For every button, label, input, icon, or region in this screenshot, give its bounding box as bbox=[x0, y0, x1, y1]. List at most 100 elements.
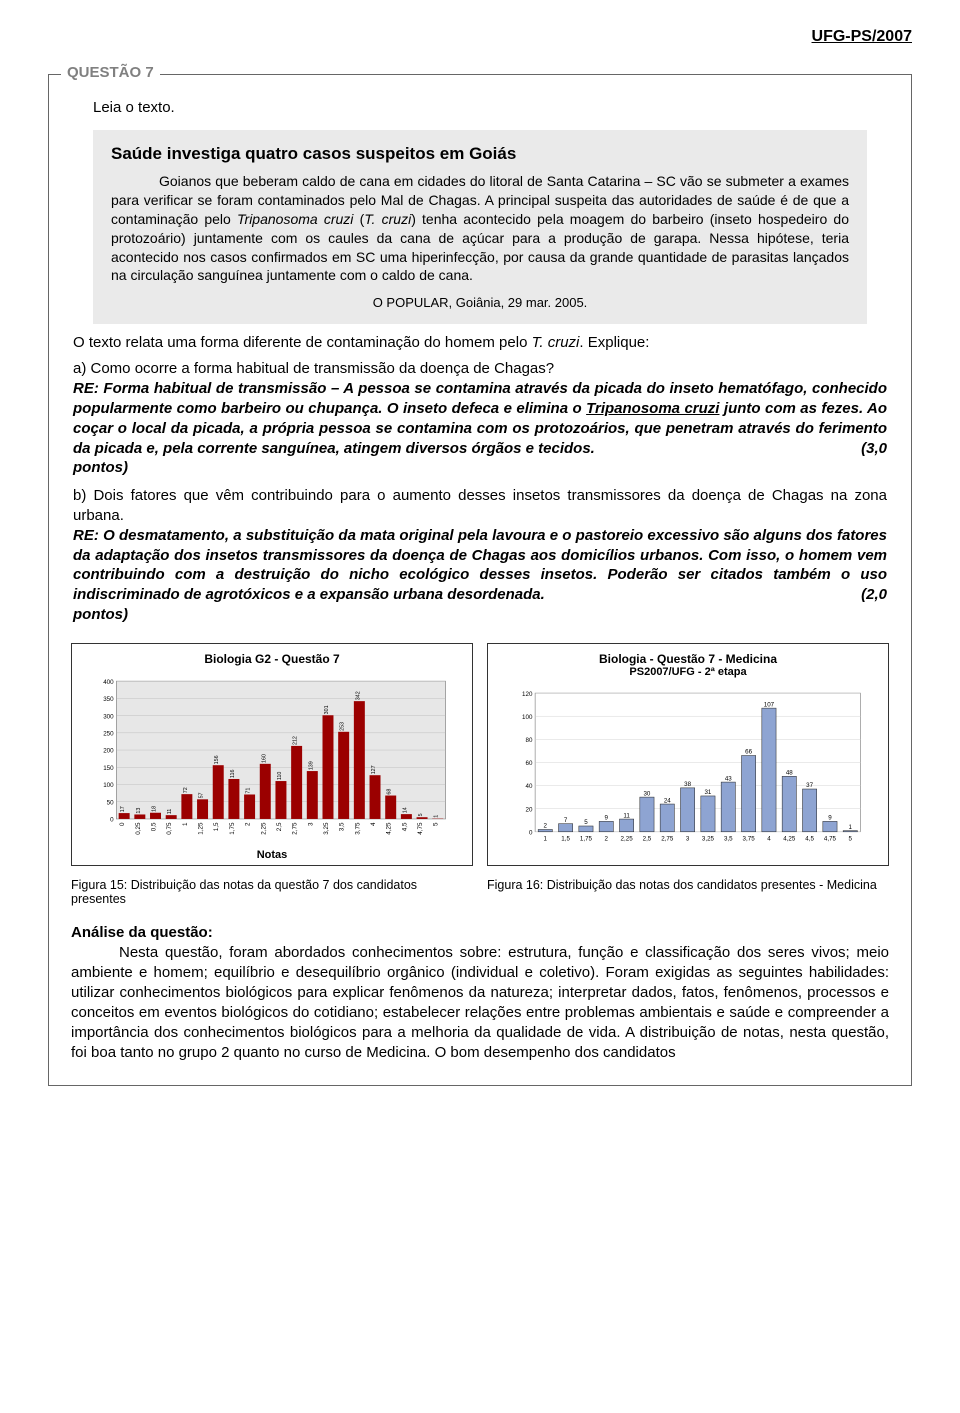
quote-plain: ( bbox=[353, 211, 364, 227]
svg-text:1: 1 bbox=[544, 835, 548, 842]
svg-text:4,5: 4,5 bbox=[401, 822, 408, 831]
svg-text:9: 9 bbox=[828, 814, 832, 821]
quote-body: Goianos que beberam caldo de cana em cid… bbox=[111, 172, 849, 285]
below-quote-post: . Explique: bbox=[579, 334, 649, 351]
taxon-abbrev-inline: T. cruzi bbox=[532, 334, 580, 351]
svg-text:31: 31 bbox=[704, 789, 711, 796]
svg-text:212: 212 bbox=[293, 736, 299, 745]
svg-text:156: 156 bbox=[214, 755, 220, 764]
chart1-axis-label: Notas bbox=[80, 849, 464, 861]
svg-text:3,25: 3,25 bbox=[702, 835, 715, 842]
svg-text:1,75: 1,75 bbox=[229, 822, 236, 835]
item-a: a) Como ocorre a forma habitual de trans… bbox=[73, 359, 887, 478]
document-header: UFG-PS/2007 bbox=[48, 28, 912, 46]
svg-text:2,75: 2,75 bbox=[661, 835, 674, 842]
news-quote-box: Saúde investiga quatro casos suspeitos e… bbox=[93, 130, 867, 324]
svg-text:4: 4 bbox=[370, 822, 377, 826]
svg-text:0,75: 0,75 bbox=[166, 822, 173, 835]
chart2-title-main: Biologia - Questão 7 - Medicina bbox=[599, 652, 777, 666]
chart2-frame: Biologia - Questão 7 - Medicina PS2007/U… bbox=[487, 643, 889, 866]
svg-text:18: 18 bbox=[152, 806, 158, 812]
question-number-label: QUESTÃO 7 bbox=[61, 64, 160, 81]
svg-text:0: 0 bbox=[110, 816, 114, 823]
svg-text:4,25: 4,25 bbox=[783, 835, 796, 842]
svg-text:5: 5 bbox=[433, 822, 440, 826]
item-a-answer-underline: Tripanosoma cruzi bbox=[586, 400, 719, 417]
svg-text:1: 1 bbox=[182, 822, 189, 826]
svg-text:1,75: 1,75 bbox=[580, 835, 593, 842]
svg-text:1: 1 bbox=[434, 814, 440, 817]
svg-text:4: 4 bbox=[767, 835, 771, 842]
svg-text:120: 120 bbox=[522, 690, 533, 697]
svg-text:342: 342 bbox=[355, 691, 361, 700]
svg-text:2,25: 2,25 bbox=[621, 835, 634, 842]
svg-text:3,75: 3,75 bbox=[743, 835, 756, 842]
item-b-pontos: pontos) bbox=[73, 606, 128, 623]
svg-text:9: 9 bbox=[605, 814, 609, 821]
svg-text:66: 66 bbox=[745, 748, 752, 755]
svg-text:50: 50 bbox=[107, 799, 114, 806]
svg-text:160: 160 bbox=[261, 754, 267, 763]
svg-text:11: 11 bbox=[623, 812, 630, 819]
svg-text:5: 5 bbox=[418, 813, 424, 816]
svg-text:38: 38 bbox=[684, 781, 691, 788]
svg-text:400: 400 bbox=[103, 679, 114, 686]
svg-text:3,25: 3,25 bbox=[323, 822, 330, 835]
svg-text:3,75: 3,75 bbox=[354, 822, 361, 835]
svg-text:2: 2 bbox=[605, 835, 609, 842]
svg-text:4,75: 4,75 bbox=[417, 822, 424, 835]
svg-text:2,25: 2,25 bbox=[260, 822, 267, 835]
svg-text:100: 100 bbox=[522, 714, 533, 721]
item-b-score: (2,0 bbox=[861, 585, 887, 605]
item-a-label: a) bbox=[73, 360, 86, 377]
quote-title: Saúde investiga quatro casos suspeitos e… bbox=[111, 144, 849, 164]
svg-text:5: 5 bbox=[584, 819, 588, 826]
svg-text:300: 300 bbox=[103, 713, 114, 720]
below-quote-text: O texto relata uma forma diferente de co… bbox=[73, 334, 887, 351]
svg-text:139: 139 bbox=[308, 761, 314, 770]
svg-text:3,5: 3,5 bbox=[339, 822, 346, 831]
chart1-svg-wrap: 050100150200250300350400170130,25180,511… bbox=[80, 674, 464, 847]
svg-text:0: 0 bbox=[119, 822, 126, 826]
svg-text:301: 301 bbox=[324, 705, 330, 714]
svg-text:72: 72 bbox=[183, 787, 189, 793]
svg-text:2,5: 2,5 bbox=[276, 822, 283, 831]
chart1-frame: Biologia G2 - Questão 7 0501001502002503… bbox=[71, 643, 473, 866]
charts-row: Biologia G2 - Questão 7 0501001502002503… bbox=[71, 643, 889, 866]
svg-text:2,75: 2,75 bbox=[292, 822, 299, 835]
chart2-subtitle: PS2007/UFG - 2ª etapa bbox=[496, 666, 880, 678]
svg-text:4,25: 4,25 bbox=[386, 822, 393, 835]
svg-text:80: 80 bbox=[526, 737, 533, 744]
svg-text:127: 127 bbox=[371, 765, 377, 774]
svg-text:40: 40 bbox=[526, 783, 533, 790]
svg-text:20: 20 bbox=[526, 806, 533, 813]
svg-text:107: 107 bbox=[764, 701, 775, 708]
below-quote-pre: O texto relata uma forma diferente de co… bbox=[73, 334, 532, 351]
item-b-question: Dois fatores que vêm contribuindo para o… bbox=[73, 487, 887, 524]
fig15-caption: Figura 15: Distribuição das notas da que… bbox=[71, 878, 473, 906]
chart1-svg: 050100150200250300350400170130,25180,511… bbox=[80, 674, 464, 844]
svg-text:2: 2 bbox=[245, 822, 252, 826]
item-a-score: (3,0 bbox=[861, 439, 887, 459]
svg-text:0,5: 0,5 bbox=[151, 822, 158, 831]
chart2-svg: 0204060801001202171,551,7592112,25302,52… bbox=[496, 686, 880, 846]
taxon-abbrev: T. cruzi bbox=[364, 211, 411, 227]
svg-text:100: 100 bbox=[103, 782, 114, 789]
chart1-title: Biologia G2 - Questão 7 bbox=[80, 652, 464, 666]
svg-text:0,25: 0,25 bbox=[135, 822, 142, 835]
svg-text:1,5: 1,5 bbox=[213, 822, 220, 831]
svg-text:30: 30 bbox=[643, 790, 650, 797]
svg-text:116: 116 bbox=[230, 769, 236, 778]
figure-captions-row: Figura 15: Distribuição das notas da que… bbox=[71, 872, 889, 906]
svg-text:3: 3 bbox=[686, 835, 690, 842]
item-b-label: b) bbox=[73, 487, 86, 504]
svg-text:7: 7 bbox=[564, 817, 568, 824]
question-fieldset: QUESTÃO 7 Leia o texto. Saúde investiga … bbox=[48, 74, 912, 1086]
svg-text:5: 5 bbox=[849, 835, 853, 842]
analysis-heading: Análise da questão: bbox=[71, 924, 889, 941]
svg-text:110: 110 bbox=[277, 771, 283, 780]
svg-text:3: 3 bbox=[307, 822, 314, 826]
svg-text:57: 57 bbox=[199, 792, 205, 798]
svg-text:60: 60 bbox=[526, 760, 533, 767]
svg-text:24: 24 bbox=[664, 797, 671, 804]
